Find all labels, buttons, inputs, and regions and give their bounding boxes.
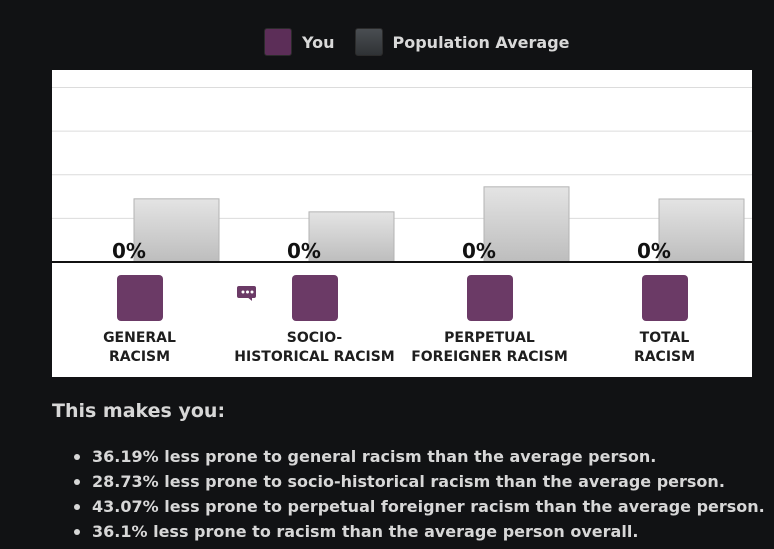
- bar-population-average: [483, 186, 570, 263]
- data-label-you: 0%: [637, 239, 671, 263]
- summary-title: This makes you:: [52, 400, 226, 422]
- bar-chart: 0% 0% 0% 0%: [52, 86, 752, 263]
- line-graph-icon: [579, 275, 688, 321]
- bar-population-average: [658, 198, 745, 263]
- summary-item: 36.1% less prone to racism than the aver…: [52, 519, 765, 544]
- category-label: PERPETUAL FOREIGNER RACISM: [411, 330, 568, 365]
- legend-swatch-average: [354, 28, 383, 56]
- legend-label-average: Population Average: [392, 32, 570, 52]
- category-label: SOCIO- HISTORICAL RACISM: [234, 330, 395, 365]
- globe-icon: [404, 275, 513, 321]
- summary-item: 28.73% less prone to socio-historical ra…: [52, 469, 765, 494]
- category-socio-historical-racism: SOCIO- HISTORICAL RACISM: [227, 275, 402, 367]
- category-label: GENERAL RACISM: [103, 330, 176, 365]
- category-perpetual-foreigner-racism: PERPETUAL FOREIGNER RACISM: [402, 275, 577, 367]
- legend-label-you: You: [302, 32, 335, 52]
- legend-swatch-you: [264, 28, 292, 56]
- data-label-you: 0%: [112, 239, 146, 263]
- chart-legend: You Population Average: [264, 27, 590, 57]
- not-equal-icon: [56, 275, 163, 321]
- category-total-racism: TOTAL RACISM: [577, 275, 752, 367]
- summary-item: 43.07% less prone to perpetual foreigner…: [52, 494, 765, 519]
- category-general-racism: GENERAL RACISM: [52, 275, 227, 367]
- bar-population-average: [133, 198, 220, 263]
- summary-item: 36.19% less prone to general racism than…: [52, 444, 765, 469]
- data-label-you: 0%: [287, 239, 321, 263]
- data-label-you: 0%: [462, 239, 496, 263]
- chart-panel: 0% 0% 0% 0% GENERAL RACISM SOCIO- HISTORICA…: [52, 70, 752, 377]
- chat-bubbles-icon: [227, 275, 338, 321]
- summary-list: 36.19% less prone to general racism than…: [52, 444, 765, 544]
- bar-population-average: [308, 211, 395, 263]
- category-label: TOTAL RACISM: [633, 330, 696, 365]
